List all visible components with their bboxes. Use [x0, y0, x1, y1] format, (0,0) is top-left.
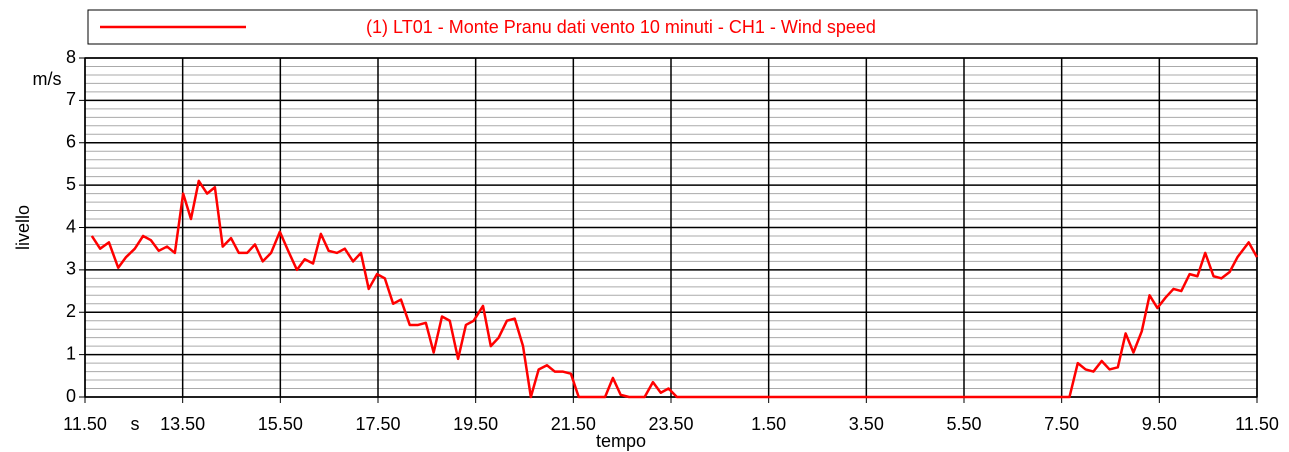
y-tick-label: 1: [66, 343, 76, 363]
x-tick-label: 13.50: [160, 414, 205, 434]
y-tick-label: 5: [66, 174, 76, 194]
x-unit-label: s: [131, 414, 140, 434]
x-tick-label: 3.50: [849, 414, 884, 434]
x-tick-label: 9.50: [1142, 414, 1177, 434]
x-tick-label: 1.50: [751, 414, 786, 434]
x-tick-label: 19.50: [453, 414, 498, 434]
legend-label: (1) LT01 - Monte Pranu dati vento 10 min…: [366, 17, 876, 37]
y-axis-label: livello: [13, 205, 33, 250]
x-tick-label: 7.50: [1044, 414, 1079, 434]
y-unit-label: m/s: [33, 69, 62, 89]
x-axis-label: tempo: [596, 431, 646, 451]
data-line: [90, 179, 1259, 399]
y-tick-label: 0: [66, 386, 76, 406]
plot-frame: [84, 57, 1258, 398]
y-tick-label: 7: [66, 89, 76, 109]
x-tick-label: 5.50: [946, 414, 981, 434]
x-tick-label: 15.50: [258, 414, 303, 434]
y-tick-label: 4: [66, 216, 76, 236]
x-tick-label: 23.50: [648, 414, 693, 434]
y-tick-label: 6: [66, 132, 76, 152]
x-tick-label: 17.50: [355, 414, 400, 434]
y-tick-label: 2: [66, 301, 76, 321]
y-tick-label: 8: [66, 47, 76, 67]
y-tick-label: 3: [66, 259, 76, 279]
x-tick-label: 21.50: [551, 414, 596, 434]
x-tick-label: 11.50: [63, 414, 107, 434]
legend-box: [87, 9, 1258, 45]
x-tick-label: 11.50: [1235, 414, 1279, 434]
